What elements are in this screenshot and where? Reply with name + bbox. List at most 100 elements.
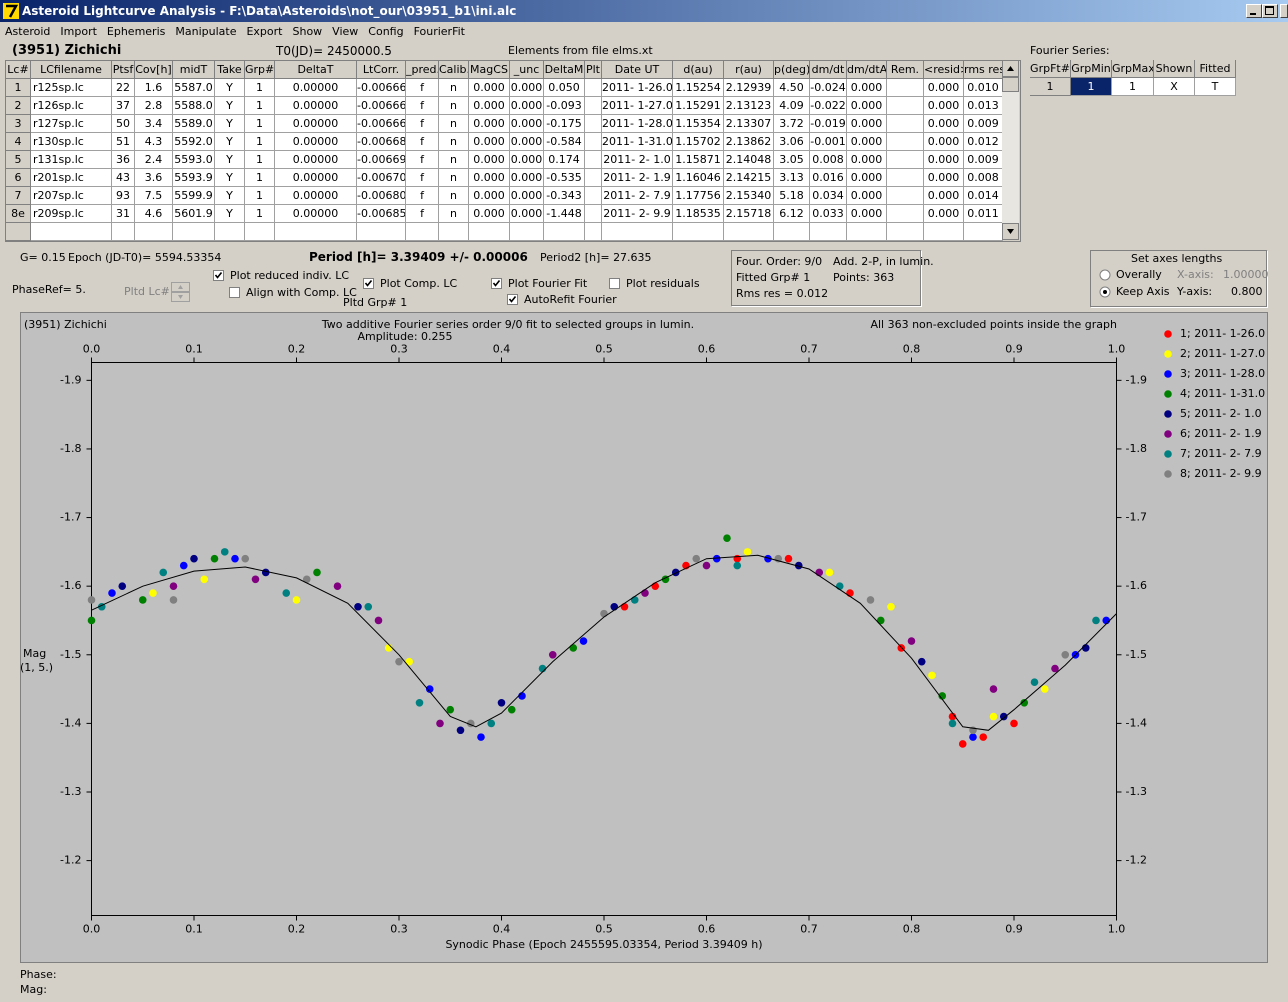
table-cell[interactable]: -0.093 — [544, 97, 585, 115]
table-cell[interactable]: -0.00666 — [357, 115, 406, 133]
table-cell[interactable]: -0.022 — [810, 97, 847, 115]
table-cell[interactable]: T — [1195, 78, 1236, 96]
table-cell[interactable]: r131sp.lc — [31, 151, 112, 169]
table-cell[interactable]: 1 — [245, 97, 275, 115]
column-header[interactable]: DeltaM — [544, 61, 585, 79]
table-cell[interactable]: Y — [215, 205, 245, 223]
table-cell[interactable] — [887, 223, 924, 241]
menu-item[interactable]: View — [332, 25, 359, 38]
table-cell[interactable]: 1 — [245, 187, 275, 205]
row-header[interactable]: 7 — [6, 187, 31, 205]
table-cell[interactable]: 2.12939 — [724, 79, 774, 97]
scrollbar[interactable] — [1002, 60, 1019, 240]
table-cell[interactable]: f — [406, 79, 439, 97]
table-cell[interactable]: -0.584 — [544, 133, 585, 151]
menu-item[interactable]: Ephemeris — [106, 25, 166, 38]
column-header[interactable]: dm/dt — [810, 61, 847, 79]
table-cell[interactable]: 5589.0 — [173, 115, 215, 133]
table-cell[interactable]: -0.00666 — [357, 79, 406, 97]
table-cell[interactable]: 1 — [1030, 78, 1071, 96]
table-cell[interactable]: -0.00680 — [357, 187, 406, 205]
column-header[interactable]: Grp# — [245, 61, 275, 79]
column-header[interactable]: Calib. — [439, 61, 469, 79]
table-cell[interactable]: 6.12 — [774, 205, 810, 223]
table-cell[interactable]: 0.000 — [847, 79, 887, 97]
table-cell[interactable] — [135, 223, 173, 241]
table-cell[interactable]: 3.6 — [135, 169, 173, 187]
table-cell[interactable] — [585, 169, 602, 187]
table-cell[interactable]: 0.000 — [469, 79, 510, 97]
table-cell[interactable]: 0.009 — [964, 115, 1003, 133]
column-header[interactable]: d(au) — [673, 61, 724, 79]
table-cell[interactable]: 0.000 — [510, 187, 544, 205]
table-cell[interactable]: 0.000 — [510, 151, 544, 169]
table-cell[interactable] — [774, 223, 810, 241]
minimize-button[interactable] — [1246, 4, 1262, 18]
table-cell[interactable]: n — [439, 151, 469, 169]
radio-label[interactable]: Keep Axis — [1116, 285, 1170, 298]
table-cell[interactable]: 5593.0 — [173, 151, 215, 169]
table-cell[interactable]: 0.000 — [924, 151, 964, 169]
table-cell[interactable]: 0.016 — [810, 169, 847, 187]
table-cell[interactable] — [887, 79, 924, 97]
table-cell[interactable]: Y — [215, 151, 245, 169]
table-cell[interactable]: r207sp.lc — [31, 187, 112, 205]
table-cell[interactable] — [357, 223, 406, 241]
menu-item[interactable]: FourierFit — [413, 25, 465, 38]
table-cell[interactable]: 0.000 — [510, 79, 544, 97]
table-cell[interactable]: 2.14215 — [724, 169, 774, 187]
table-cell[interactable]: 0.000 — [510, 115, 544, 133]
table-cell[interactable]: 0.00000 — [275, 79, 357, 97]
table-cell[interactable]: -0.343 — [544, 187, 585, 205]
table-cell[interactable]: 5599.9 — [173, 187, 215, 205]
table-cell[interactable]: Y — [215, 115, 245, 133]
table-cell[interactable]: 22 — [112, 79, 135, 97]
table-cell[interactable]: 2.15340 — [724, 187, 774, 205]
table-cell[interactable] — [112, 223, 135, 241]
table-cell[interactable]: 5.18 — [774, 187, 810, 205]
column-header[interactable]: p(deg) — [774, 61, 810, 79]
table-cell[interactable] — [510, 223, 544, 241]
table-cell[interactable]: 3.06 — [774, 133, 810, 151]
table-cell[interactable] — [585, 223, 602, 241]
table-cell[interactable]: 0.000 — [469, 133, 510, 151]
table-cell[interactable] — [585, 205, 602, 223]
table-cell[interactable]: 31 — [112, 205, 135, 223]
table-cell[interactable]: 0.000 — [469, 115, 510, 133]
column-header[interactable]: Date UT — [602, 61, 673, 79]
row-header[interactable]: 8e — [6, 205, 31, 223]
table-cell[interactable] — [924, 223, 964, 241]
table-cell[interactable]: r126sp.lc — [31, 97, 112, 115]
table-cell[interactable]: 3.05 — [774, 151, 810, 169]
table-cell[interactable] — [173, 223, 215, 241]
column-header[interactable]: GrpFt# — [1030, 60, 1071, 78]
row-header[interactable]: 4 — [6, 133, 31, 151]
row-header[interactable]: 5 — [6, 151, 31, 169]
table-cell[interactable]: 0.000 — [847, 169, 887, 187]
table-cell[interactable]: 2011- 2- 1.0 — [602, 151, 673, 169]
table-cell[interactable]: 5593.9 — [173, 169, 215, 187]
table-cell[interactable]: 37 — [112, 97, 135, 115]
table-cell[interactable] — [439, 223, 469, 241]
table-cell[interactable]: 1 — [245, 205, 275, 223]
radio-button[interactable] — [1099, 286, 1111, 298]
table-cell[interactable]: 0.010 — [964, 79, 1003, 97]
table-cell[interactable]: 0.00000 — [275, 151, 357, 169]
checkbox[interactable] — [363, 278, 374, 289]
table-cell[interactable] — [215, 223, 245, 241]
table-cell[interactable]: 0.00000 — [275, 97, 357, 115]
table-cell[interactable] — [544, 223, 585, 241]
table-cell[interactable]: 1 — [245, 133, 275, 151]
table-cell[interactable] — [887, 205, 924, 223]
table-cell[interactable]: -0.00670 — [357, 169, 406, 187]
table-cell[interactable]: 0.000 — [924, 133, 964, 151]
table-cell[interactable] — [469, 223, 510, 241]
table-cell[interactable]: 0.000 — [510, 97, 544, 115]
menu-item[interactable]: Show — [292, 25, 323, 38]
table-cell[interactable]: n — [439, 133, 469, 151]
table-cell[interactable]: 0.034 — [810, 187, 847, 205]
table-cell[interactable]: 93 — [112, 187, 135, 205]
table-cell[interactable]: 0.000 — [924, 187, 964, 205]
table-cell[interactable]: 2.13307 — [724, 115, 774, 133]
table-cell[interactable]: Y — [215, 133, 245, 151]
